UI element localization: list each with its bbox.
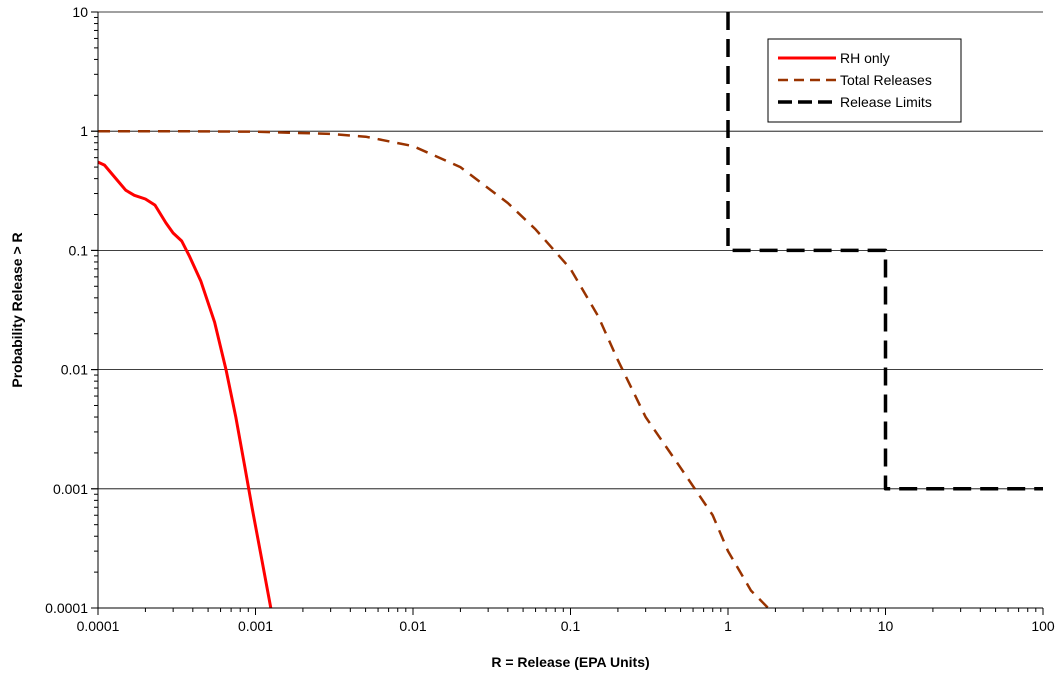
x-tick-label: 0.0001 bbox=[77, 618, 120, 634]
x-tick-label: 10 bbox=[878, 618, 894, 634]
x-tick-label: 0.1 bbox=[561, 618, 581, 634]
x-axis-title: R = Release (EPA Units) bbox=[491, 654, 649, 670]
y-tick-label: 1 bbox=[80, 123, 88, 139]
y-tick-label: 0.001 bbox=[53, 481, 88, 497]
series-line-total-releases bbox=[98, 129, 770, 609]
y-tick-label: 10 bbox=[72, 4, 88, 20]
series-lines bbox=[97, 12, 1043, 609]
y-tick-label: 0.1 bbox=[69, 242, 89, 258]
series-line-rh-only bbox=[97, 160, 273, 609]
legend: RH only Total Releases Release Limits bbox=[767, 38, 962, 123]
y-axis-title: Probability Release > R bbox=[9, 232, 25, 387]
y-tick-label: 0.0001 bbox=[45, 600, 88, 616]
legend-label: Release Limits bbox=[840, 94, 932, 110]
x-tick-label: 0.001 bbox=[238, 618, 273, 634]
axes bbox=[91, 11, 1044, 615]
legend-label: RH only bbox=[840, 50, 890, 66]
x-tick-label: 1 bbox=[724, 618, 732, 634]
x-tick-label: 100 bbox=[1031, 618, 1055, 634]
x-tick-label: 0.01 bbox=[399, 618, 426, 634]
y-tick-label: 0.01 bbox=[61, 362, 88, 378]
tick-labels: 0.0001 0.001 0.01 0.1 1 10 100 10 1 0.1 0.01 0.001 0… bbox=[45, 4, 1055, 634]
series-line-release-limits bbox=[726, 12, 1043, 491]
legend-label: Total Releases bbox=[840, 72, 932, 88]
